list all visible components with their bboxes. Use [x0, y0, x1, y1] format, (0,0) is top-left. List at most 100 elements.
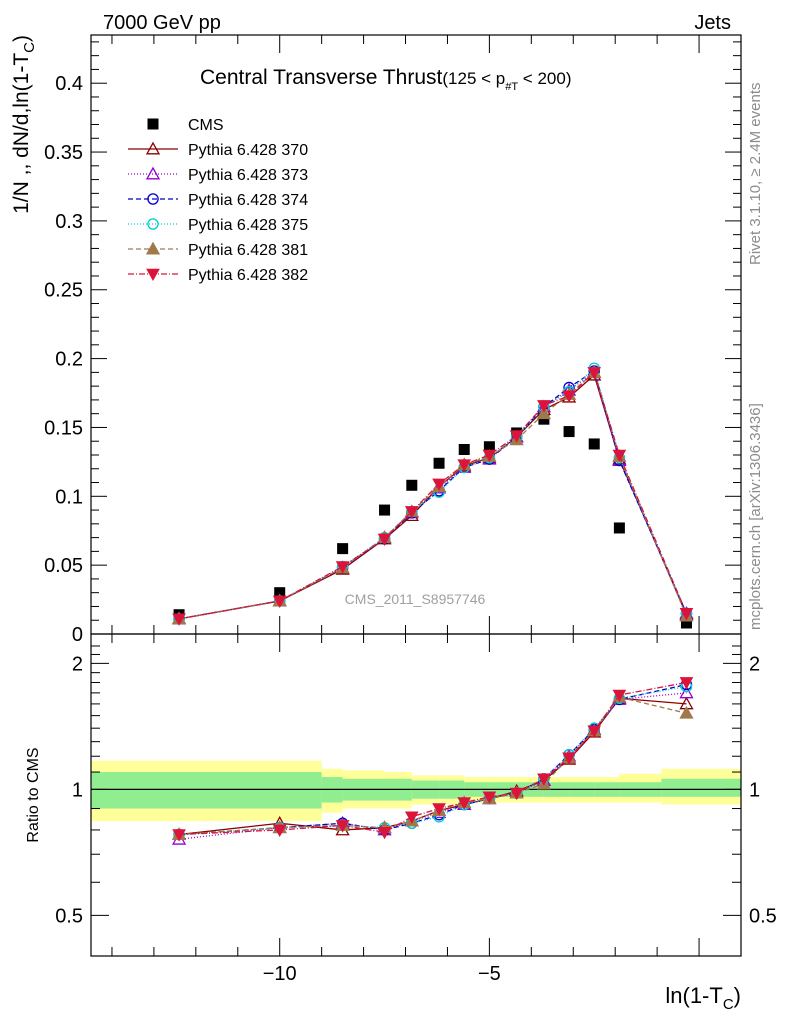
- data-point: [274, 587, 286, 599]
- x-tick-label: −10: [263, 963, 297, 985]
- data-point: [536, 406, 552, 420]
- data-point: [458, 443, 470, 455]
- data-point: [509, 430, 524, 443]
- ratio-series-pythia-6-428-382: [172, 677, 694, 842]
- data-point: [432, 803, 446, 816]
- legend-item: Pythia 6.428 370: [128, 141, 308, 159]
- data-point: [537, 400, 551, 413]
- y-tick-label: 0.35: [44, 142, 83, 164]
- series-pythia-6-428-381: [171, 365, 694, 625]
- data-point: [337, 543, 349, 555]
- data-point: [145, 166, 161, 180]
- data-point: [587, 725, 602, 738]
- data-point: [147, 193, 159, 205]
- ratio-y-tick-label: 1: [72, 779, 83, 801]
- data-point: [538, 413, 550, 425]
- mcplots-label: mcplots.cern.ch [arXiv:1306.3436]: [747, 403, 764, 630]
- data-point: [146, 268, 160, 282]
- data-point: [172, 829, 186, 842]
- data-point: [680, 617, 692, 629]
- data-point: [147, 218, 159, 230]
- ratio-line: [179, 683, 687, 836]
- data-point: [406, 479, 418, 491]
- band-inner-segment: [661, 778, 741, 797]
- chart-title: Central Transverse Thrust(125 < p#T < 20…: [200, 66, 571, 93]
- data-point: [457, 797, 472, 810]
- y-tick-label: 0.4: [55, 73, 83, 95]
- data-point: [679, 677, 694, 690]
- legend-label: Pythia 6.428 382: [188, 267, 308, 284]
- ratio-y-tick-label: 0.5: [55, 905, 83, 927]
- data-point: [588, 438, 600, 450]
- series-line: [178, 371, 688, 620]
- series-line: [178, 369, 688, 620]
- data-point: [679, 608, 694, 621]
- data-point: [482, 449, 497, 463]
- y-tick-label: 0.25: [44, 280, 83, 302]
- ratio-y-tick-label-right: 1: [749, 779, 760, 801]
- rivet-label: Rivet 3.1.10, ≥ 2.4M events: [747, 83, 764, 266]
- data-point: [679, 685, 694, 699]
- data-point: [562, 752, 576, 765]
- data-point: [457, 459, 472, 472]
- process-label: Jets: [694, 12, 731, 34]
- data-point: [563, 426, 575, 438]
- data-point: [272, 595, 287, 608]
- y-tick-label: 0.15: [44, 417, 83, 439]
- ratio-frame: [90, 633, 742, 957]
- legend-label: Pythia 6.428 381: [188, 242, 308, 259]
- x-axis-label: ln(1-TC): [665, 983, 741, 1013]
- data-point: [613, 522, 625, 534]
- analysis-watermark: CMS_2011_S8957746: [345, 591, 486, 607]
- data-point: [147, 118, 159, 130]
- ratio-line: [179, 696, 687, 836]
- data-point: [433, 457, 445, 469]
- ratio-y-tick-label: 2: [72, 653, 83, 675]
- data-point: [379, 504, 391, 516]
- main-panel: 0 0.05 0.1 0.15 0.2 0.25 0.3 0.35 0.4 1/N ,, dN/d…: [10, 34, 742, 646]
- legend-item: Pythia 6.428 373: [128, 166, 308, 184]
- ratio-panel: −10 −5 0.5 0.5 1 1 2 2 ln(1-TC) Ratio to CMS: [25, 633, 777, 1013]
- y-tick-label: 0.1: [55, 486, 83, 508]
- data-point: [587, 367, 602, 380]
- series-pythia-6-428-373: [171, 365, 694, 625]
- data-point: [612, 449, 627, 463]
- legend-item: Pythia 6.428 382: [128, 267, 308, 284]
- data-point: [335, 820, 350, 833]
- data-point: [404, 811, 419, 824]
- data-point: [145, 241, 161, 255]
- data-point: [483, 441, 495, 453]
- legend-item: Pythia 6.428 375: [128, 217, 308, 234]
- data-point: [377, 533, 392, 547]
- x-tick-label: −5: [478, 963, 501, 985]
- series-cms: [173, 413, 692, 629]
- series-pythia-6-428-382: [172, 367, 694, 626]
- legend-label: Pythia 6.428 370: [188, 142, 308, 159]
- data-point: [432, 478, 446, 491]
- y-tick-label: 0.3: [55, 211, 83, 233]
- data-point: [377, 826, 392, 840]
- data-point: [172, 613, 186, 626]
- legend: CMS Pythia 6.428 370 Pythia 6.428 373 Pythi…: [128, 117, 308, 284]
- ratio-y-tick-label-right: 2: [749, 653, 760, 675]
- data-point: [145, 141, 161, 155]
- data-point: [679, 705, 694, 719]
- legend-item: CMS: [147, 117, 224, 134]
- legend-label: Pythia 6.428 374: [188, 192, 308, 209]
- legend-item: Pythia 6.428 374: [128, 192, 308, 209]
- data-point: [612, 689, 627, 703]
- data-point: [509, 787, 524, 801]
- data-point: [404, 506, 419, 519]
- data-point: [272, 824, 287, 837]
- series-pythia-6-428-374: [173, 365, 693, 625]
- data-point: [562, 390, 576, 403]
- legend-label: Pythia 6.428 375: [188, 217, 308, 234]
- ratio-y-tick-label-right: 0.5: [749, 905, 777, 927]
- y-tick-label: 0.2: [55, 349, 83, 371]
- y-tick-label: 0.05: [44, 555, 83, 577]
- y-tick-label: 0: [72, 624, 83, 646]
- data-point: [482, 791, 497, 804]
- band-inner-segment: [91, 772, 322, 809]
- y-axis-label: 1/N ,, dN/d,ln(1-TC): [10, 35, 38, 214]
